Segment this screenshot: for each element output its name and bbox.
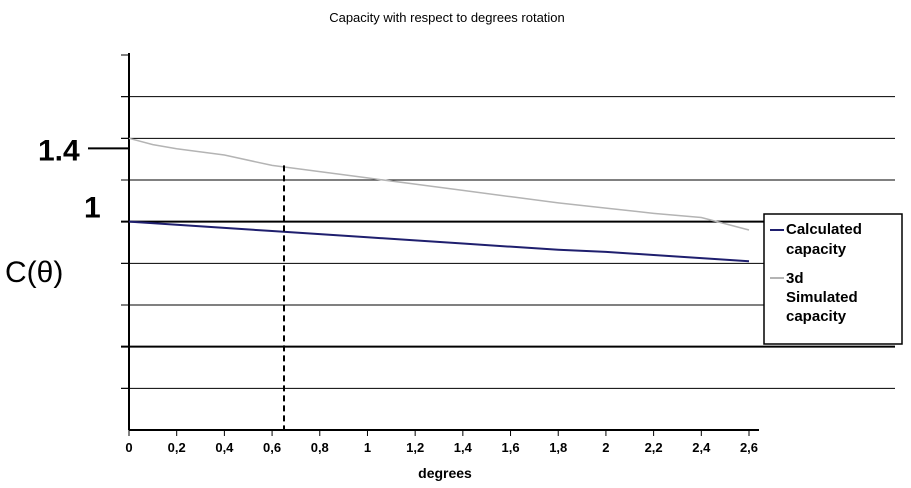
x-tick-label: 0,8	[311, 440, 329, 455]
grid	[121, 96, 895, 389]
legend-box	[763, 213, 903, 345]
y-axis-ticks: 1.41	[38, 134, 129, 225]
x-tick-label: 0,6	[263, 440, 281, 455]
x-axis-label: degrees	[418, 465, 472, 481]
x-tick-label: 0	[125, 440, 132, 455]
x-axis-ticks: 0 0,2 0,4 0,6 0,8 1 1,2 1,4 1,6 1,8 2 2,2 2,4 2,6	[125, 430, 758, 455]
x-tick-label: 1,4	[454, 440, 473, 455]
series-line-calculated	[128, 220, 750, 263]
x-tick-label: 1	[364, 440, 371, 455]
x-tick-label: 0,4	[215, 440, 234, 455]
series-layer	[128, 137, 750, 263]
y-axis-label: C(θ)	[5, 256, 63, 289]
x-tick-label: 1,6	[501, 440, 519, 455]
legend-label-calculated: Calculated capacity	[786, 221, 862, 258]
y-tick-label: 1	[84, 192, 101, 225]
x-tick-label: 1,8	[549, 440, 567, 455]
series-line-simulated	[128, 137, 750, 231]
x-tick-label: 2,6	[740, 440, 758, 455]
x-tick-label: 2,4	[692, 440, 711, 455]
x-tick-label: 0,2	[168, 440, 186, 455]
x-tick-label: 2	[602, 440, 609, 455]
x-tick-label: 1,2	[406, 440, 424, 455]
y-tick-label: 1.4	[38, 134, 80, 167]
legend: Calculated capacity 3d Simulated capacity	[763, 213, 903, 345]
chart-title: Capacity with respect to degrees rotatio…	[329, 10, 565, 25]
x-tick-label: 2,2	[645, 440, 663, 455]
legend-label-simulated: 3d Simulated capacity	[786, 270, 858, 325]
